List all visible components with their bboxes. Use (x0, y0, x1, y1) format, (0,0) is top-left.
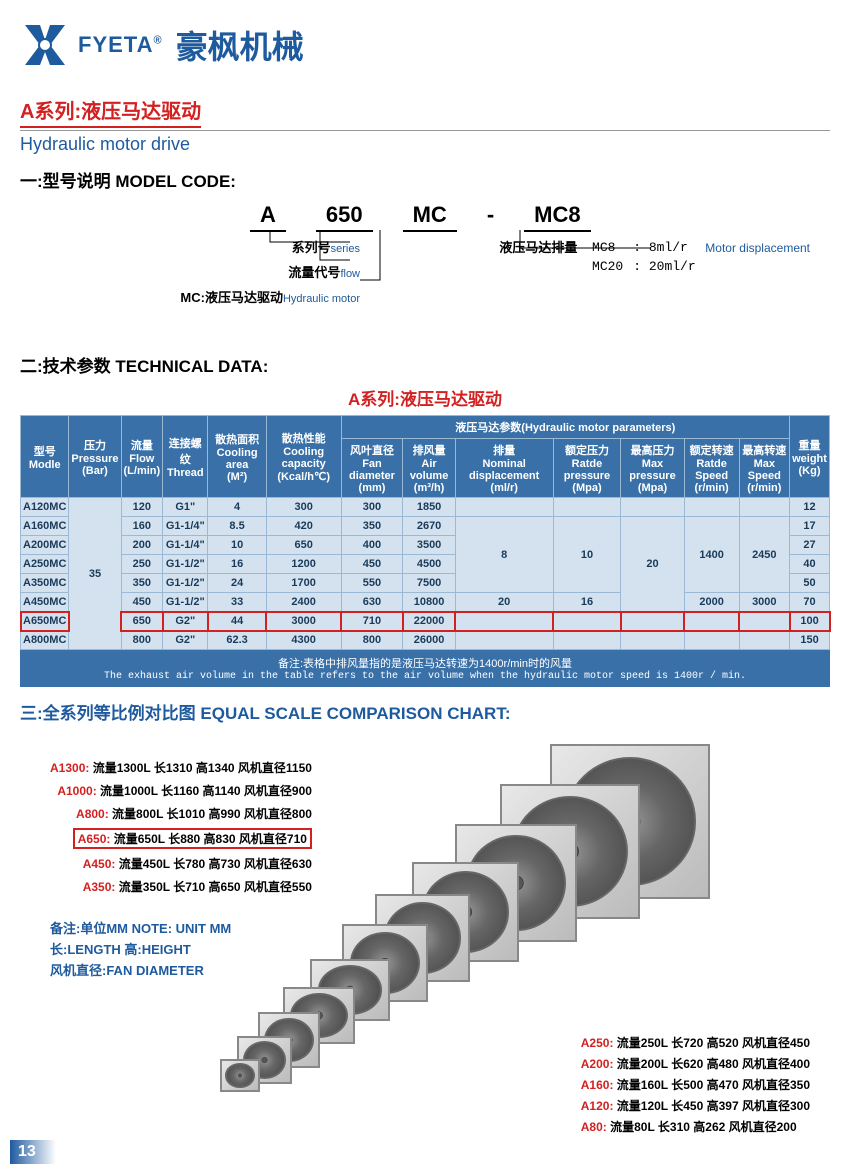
section2-title: 二:技术参数 TECHNICAL DATA: (20, 352, 830, 377)
table-row: A650MC650G2"44300071022000100 (21, 612, 830, 631)
brand-cn: 豪枫机械 (176, 22, 304, 68)
chart-label: A120: 流量120L 长450 高397 风机直径300 (581, 1097, 810, 1114)
section-a-subtitle: Hydraulic motor drive (20, 130, 830, 155)
table-row: A120MC35120G1"4300300185012 (21, 498, 830, 517)
chart-label: A80: 流量80L 长310 高262 风机直径200 (581, 1118, 810, 1135)
model-code-diagram: A 650 MC-MC8 系列号series 流量代号flow MC:液压马达驱动Hyd… (70, 202, 830, 332)
table-footnote: 备注:表格中排风量指的是液压马达转速为1400r/min时的风量 The exh… (20, 650, 830, 687)
fan-unit-icon (220, 1059, 260, 1092)
logo: FYETA® 豪枫机械 (20, 20, 830, 70)
chart-label: A250: 流量250L 长720 高520 风机直径450 (581, 1034, 810, 1051)
brand-text: FYETA® (78, 32, 163, 58)
model-part: MC8 (524, 202, 590, 232)
model-part: MC (403, 202, 457, 232)
table-row: A800MC800G2"62.3430080026000150 (21, 631, 830, 650)
model-part: A (250, 202, 286, 232)
model-label: 流量代号flow (170, 262, 360, 281)
chart-label: A160: 流量160L 长500 高470 风机直径350 (581, 1076, 810, 1093)
section1-title: 一:型号说明 MODEL CODE: (20, 167, 830, 192)
technical-data-table: 型号Modle 压力Pressure(Bar) 流量Flow(L/min) 连接… (20, 415, 830, 650)
table-row: A160MC160G1-1/4"8.5420350267081020140024… (21, 517, 830, 536)
model-part: 650 (316, 202, 373, 232)
logo-icon (20, 20, 70, 70)
tech-subtitle: A系列:液压马达驱动 (20, 385, 830, 410)
table-row: A450MC450G1-1/2"332400630108002016200030… (21, 593, 830, 612)
model-label: MC:液压马达驱动Hydraulic motor (170, 287, 360, 306)
model-part: - (487, 202, 494, 232)
section3-title: 三:全系列等比例对比图 EQUAL SCALE COMPARISON CHART… (20, 699, 830, 724)
motor-displacement: 液压马达排量 MC8: 8ml/rMC20: 20ml/r Motor disp… (499, 237, 810, 277)
comparison-chart: A1300: 流量1300L 长1310 高1340 风机直径1150A1000… (20, 739, 830, 1149)
model-label: 系列号series (170, 237, 360, 256)
page-number: 13 (10, 1140, 56, 1164)
section-a-title: A系列:液压马达驱动 (20, 95, 201, 128)
chart-label: A200: 流量200L 长620 高480 风机直径400 (581, 1055, 810, 1072)
